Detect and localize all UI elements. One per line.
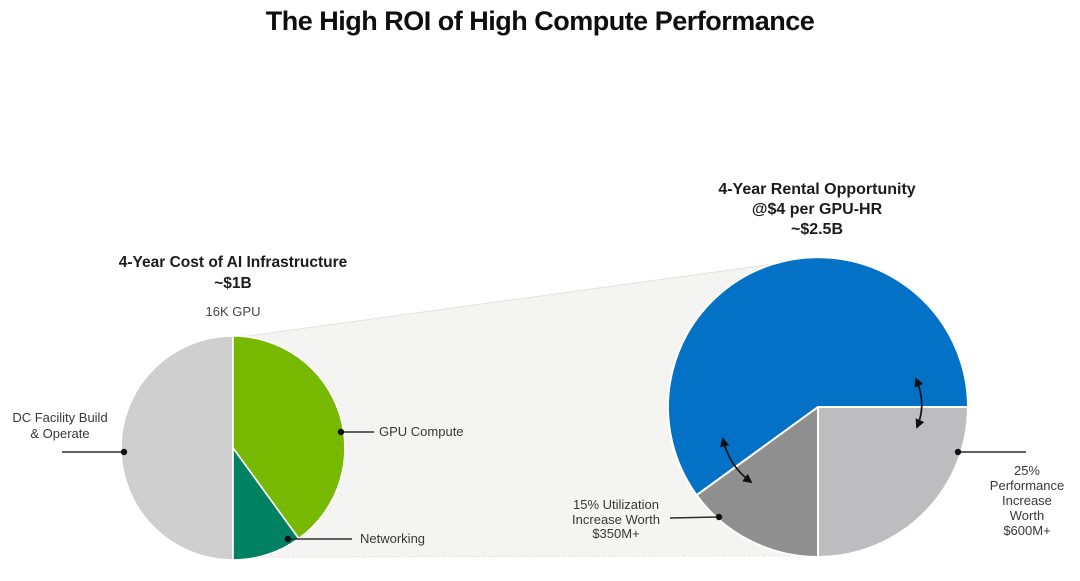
cost-slice-dc-facility (120, 335, 234, 561)
cost-slice-gpu-compute (232, 335, 346, 540)
performance-label: 25% Performance Increase Worth $600M+ (989, 463, 1065, 538)
gpu-compute-connector-dot (337, 428, 345, 436)
utilization-connector-dot (715, 513, 723, 521)
rental-pie-title-line3: ~$2.5B (790, 221, 844, 238)
cost-pie-annotation: 16K GPU (205, 304, 261, 319)
page-title: The High ROI of High Compute Performance (265, 6, 815, 36)
networking-connector-dot (284, 535, 292, 543)
cost-pie (120, 335, 346, 561)
rental-slice-base (667, 256, 969, 497)
callout-dots (120, 428, 962, 543)
utilization-rotation-arrow-icon (720, 437, 753, 484)
cost-pie-title-line2: ~$1B (214, 275, 252, 292)
utilization-connector-line (669, 516, 719, 519)
rental-pie-title-line2: @$4 per GPU-HR (751, 201, 883, 218)
rental-slice-performance (817, 406, 969, 558)
rental-slice-utilization (695, 406, 819, 559)
utilization-label: 15% Utilization Increase Worth $350M+ (572, 497, 660, 541)
rental-pie (667, 256, 969, 559)
networking-label: Networking (360, 531, 426, 546)
gpu-compute-label: GPU Compute (379, 424, 464, 439)
rental-pie-title: 4-Year Rental Opportunity @$4 per GPU-HR… (718, 180, 915, 240)
zoom-band (232, 257, 819, 558)
dc-facility-label: DC Facility Build & Operate (12, 410, 108, 441)
performance-rotation-arrow-icon (914, 377, 925, 429)
rental-pie-title-line1: 4-Year Rental Opportunity (718, 181, 916, 198)
dc-facility-connector-dot (120, 448, 128, 456)
performance-connector-dot (954, 448, 962, 456)
cost-pie-title: 4-Year Cost of AI Infrastructure ~$1B (119, 252, 348, 294)
cost-pie-title-line1: 4-Year Cost of AI Infrastructure (118, 254, 348, 271)
callout-connectors (62, 431, 1026, 540)
